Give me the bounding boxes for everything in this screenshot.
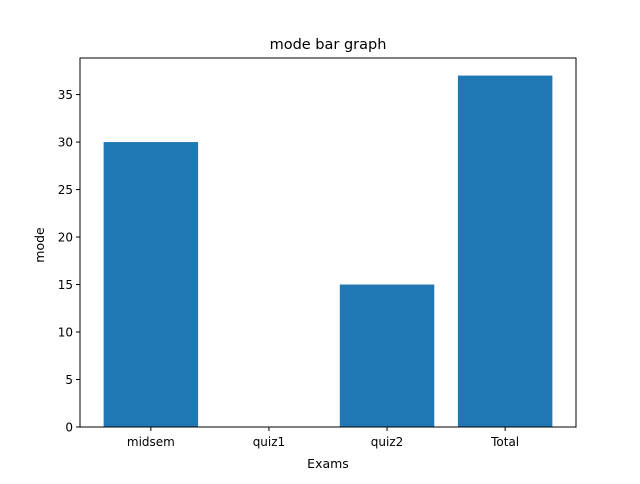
y-tick-label: 10 [58, 326, 73, 340]
plot-area: 0 5 10 15 20 25 30 35 midsem quiz1 quiz2 Total [58, 57, 577, 449]
x-tick-label: quiz2 [371, 435, 404, 449]
y-tick-label: 20 [58, 231, 73, 245]
y-tick-label: 0 [65, 421, 73, 435]
chart-title: mode bar graph [270, 37, 387, 53]
x-tick-label: midsem [127, 435, 175, 449]
y-tick-label: 15 [58, 278, 73, 292]
y-tick-label: 30 [58, 136, 73, 150]
bar-total [457, 75, 553, 427]
x-tick-label: quiz1 [253, 435, 286, 449]
bar-quiz2 [339, 284, 435, 427]
y-tick-label: 25 [58, 183, 73, 197]
x-tick-label: Total [490, 435, 519, 449]
bar-midsem [103, 142, 199, 427]
plot-frame [79, 57, 577, 428]
x-axis-label: Exams [307, 456, 349, 471]
y-tick-label: 5 [65, 373, 73, 387]
y-axis-label: mode [32, 227, 47, 263]
y-tick-label: 35 [58, 88, 73, 102]
